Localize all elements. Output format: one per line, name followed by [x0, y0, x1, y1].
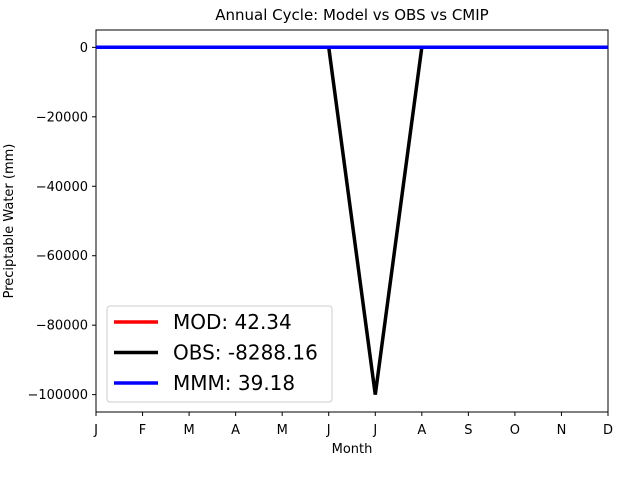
legend-label-mmm: MMM: 39.18	[173, 371, 295, 395]
x-tick-label: J	[372, 423, 377, 438]
y-axis-label: Preciptable Water (mm)	[2, 144, 17, 299]
y-tick-label: 0	[80, 41, 88, 56]
legend-box	[106, 305, 333, 403]
x-tick-label: F	[139, 423, 146, 438]
x-tick-label: A	[417, 423, 426, 438]
x-tick-label: O	[510, 423, 520, 438]
x-tick-label: M	[183, 423, 194, 438]
x-tick-label: D	[603, 423, 613, 438]
x-tick-label: A	[231, 423, 240, 438]
legend-label-obs: OBS: -8288.16	[173, 341, 318, 365]
legend-label-mod: MOD: 42.34	[173, 310, 292, 334]
x-tick-label: S	[464, 423, 472, 438]
x-tick-label: M	[277, 423, 288, 438]
plot-frame	[95, 29, 609, 413]
x-tick-label: J	[326, 423, 331, 438]
x-tick-label: N	[557, 423, 567, 438]
y-tick-label: −20000	[36, 110, 88, 125]
x-axis-label: Month	[332, 442, 373, 457]
y-tick-label: −80000	[36, 319, 88, 334]
chart-title: Annual Cycle: Model vs OBS vs CMIP	[215, 6, 488, 24]
y-tick-label: −40000	[36, 180, 88, 195]
y-tick-label: −100000	[27, 388, 88, 403]
x-tick-label: J	[93, 423, 98, 438]
y-tick-label: −60000	[36, 249, 88, 264]
